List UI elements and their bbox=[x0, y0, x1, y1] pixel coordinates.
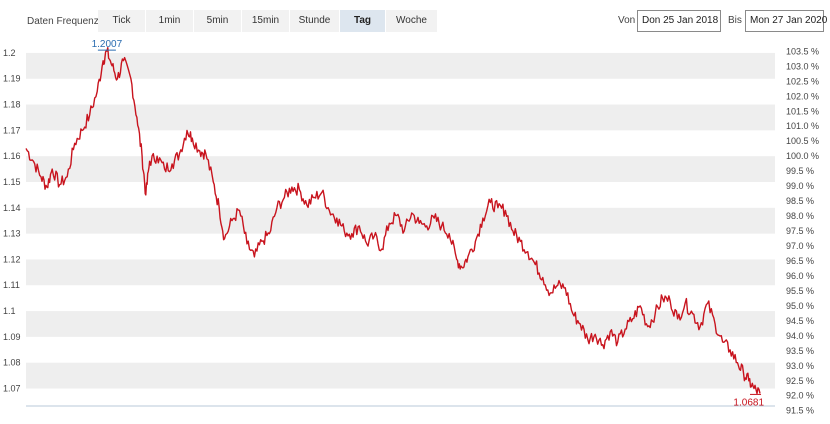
y2-tick-label: 95.0 % bbox=[786, 301, 814, 311]
grid-band bbox=[26, 259, 775, 286]
chart-toolbar: Daten Frequenz Tick 1min 5min 15min Stun… bbox=[0, 0, 830, 40]
y-axis-right: 103.5 % 103.0 % 102.5 % 102.0 % 101.5 % 101.0… bbox=[786, 46, 819, 415]
series-layer bbox=[25, 47, 761, 395]
y2-tick-label: 93.0 % bbox=[786, 361, 814, 371]
y-tick-label: 1.1 bbox=[3, 306, 16, 316]
y2-tick-label: 91.5 % bbox=[786, 406, 814, 416]
grid-band bbox=[26, 104, 775, 131]
high-annotation: 1.2007 bbox=[92, 39, 123, 50]
y2-tick-label: 102.0 % bbox=[786, 91, 819, 101]
frequency-button-woche[interactable]: Woche bbox=[386, 10, 438, 32]
y2-tick-label: 96.0 % bbox=[786, 271, 814, 281]
frequency-button-1min[interactable]: 1min bbox=[146, 10, 194, 32]
frequency-button-tick[interactable]: Tick bbox=[98, 10, 146, 32]
y2-tick-label: 96.5 % bbox=[786, 256, 814, 266]
y2-tick-label: 94.0 % bbox=[786, 331, 814, 341]
frequency-button-stunde[interactable]: Stunde bbox=[290, 10, 340, 32]
series-line bbox=[25, 47, 761, 395]
y2-tick-label: 101.5 % bbox=[786, 106, 819, 116]
grid-band bbox=[26, 311, 775, 337]
y-tick-label: 1.07 bbox=[3, 384, 21, 394]
y2-tick-label: 92.0 % bbox=[786, 391, 814, 401]
y2-tick-label: 100.5 % bbox=[786, 136, 819, 146]
frequency-button-5min[interactable]: 5min bbox=[194, 10, 242, 32]
to-label: Bis bbox=[728, 15, 742, 26]
from-label: Von bbox=[618, 15, 636, 26]
y2-tick-label: 100.0 % bbox=[786, 151, 819, 161]
to-date-field[interactable]: Mon 27 Jan 2020 bbox=[745, 10, 827, 32]
grid-band bbox=[26, 52, 775, 79]
y-tick-label: 1.2 bbox=[3, 48, 16, 58]
y2-tick-label: 98.5 % bbox=[786, 196, 814, 206]
y-axis-left: 1.2 1.19 1.18 1.17 1.16 1.15 1.14 1.13 1.12 1.11 1… bbox=[3, 48, 21, 394]
from-date-field[interactable]: Don 25 Jan 2018 bbox=[637, 10, 721, 32]
frequency-button-tag[interactable]: Tag bbox=[340, 10, 386, 32]
y-tick-label: 1.13 bbox=[3, 229, 21, 239]
y2-tick-label: 93.5 % bbox=[786, 346, 814, 356]
y-tick-label: 1.12 bbox=[3, 254, 21, 264]
y2-tick-label: 98.0 % bbox=[786, 211, 814, 221]
frequency-selector: Tick 1min 5min 15min Stunde Tag Woche bbox=[98, 10, 438, 32]
y2-tick-label: 97.5 % bbox=[786, 226, 814, 236]
y-tick-label: 1.16 bbox=[3, 151, 21, 161]
frequency-button-15min[interactable]: 15min bbox=[242, 10, 290, 32]
frequency-label: Daten Frequenz bbox=[27, 16, 99, 27]
y-tick-label: 1.09 bbox=[3, 332, 21, 342]
y-tick-label: 1.11 bbox=[3, 280, 20, 290]
y2-tick-label: 99.5 % bbox=[786, 166, 814, 176]
y-tick-label: 1.19 bbox=[3, 74, 21, 84]
y-tick-label: 1.08 bbox=[3, 358, 21, 368]
y2-tick-label: 97.0 % bbox=[786, 241, 814, 251]
y2-tick-label: 99.0 % bbox=[786, 181, 814, 191]
y2-tick-label: 101.0 % bbox=[786, 121, 819, 131]
y-tick-label: 1.14 bbox=[3, 203, 21, 213]
y2-tick-label: 95.5 % bbox=[786, 286, 814, 296]
y2-tick-label: 92.5 % bbox=[786, 376, 814, 386]
y2-tick-label: 94.5 % bbox=[786, 316, 814, 326]
y2-tick-label: 102.5 % bbox=[786, 76, 819, 86]
y-tick-label: 1.15 bbox=[3, 177, 21, 187]
grid-band bbox=[26, 156, 775, 182]
y-tick-label: 1.17 bbox=[3, 125, 21, 135]
y2-tick-label: 103.0 % bbox=[786, 61, 819, 71]
low-annotation: 1.0681 bbox=[733, 397, 764, 408]
annotations: 1.2007 1.0681 bbox=[92, 39, 765, 408]
y2-tick-label: 103.5 % bbox=[786, 46, 819, 56]
grid-band bbox=[26, 207, 775, 234]
chart-bands bbox=[26, 52, 775, 389]
grid-band bbox=[26, 362, 775, 389]
y-tick-label: 1.18 bbox=[3, 100, 21, 110]
